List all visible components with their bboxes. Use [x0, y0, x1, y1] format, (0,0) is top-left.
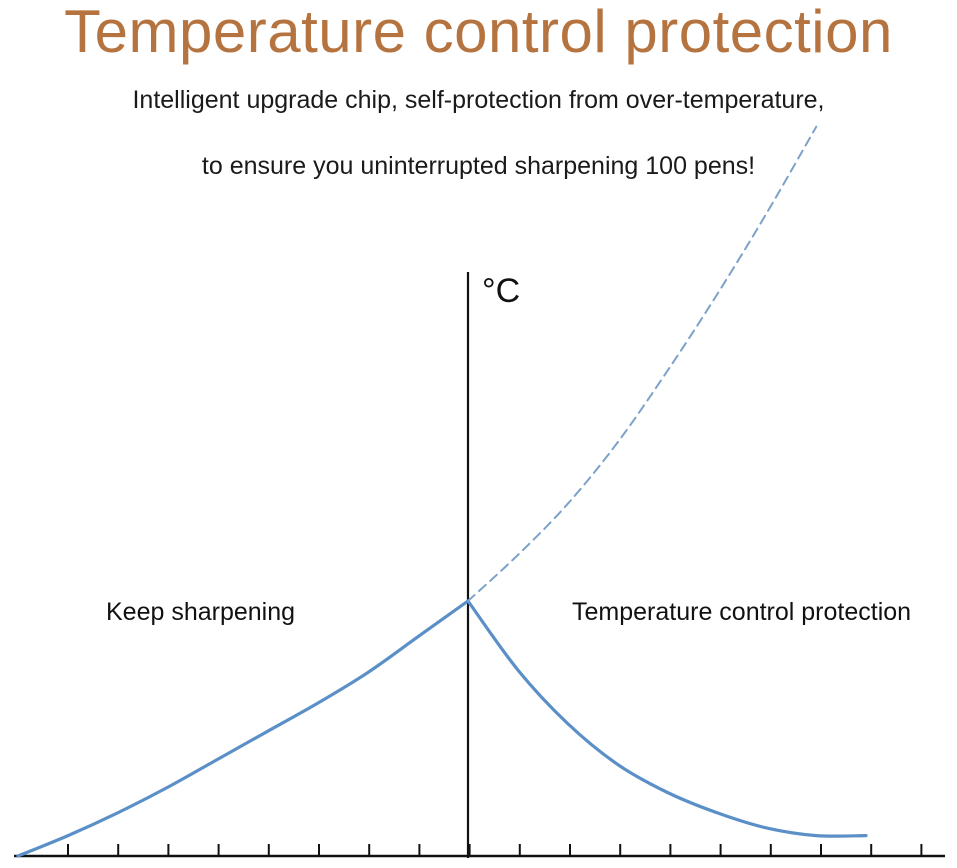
page-title: Temperature control protection [64, 0, 893, 65]
annotation-keep-sharpening: Keep sharpening [106, 598, 296, 626]
series-line-cooling [466, 599, 868, 838]
subtitle-line-2: to ensure you uninterrupted sharpening 1… [201, 152, 756, 180]
y-axis-unit-label: °C [482, 272, 521, 310]
annotation-temperature-control: Temperature control protection [572, 598, 912, 626]
chart-marks [16, 125, 868, 858]
subtitle-line-1: Intelligent upgrade chip, self-protectio… [132, 86, 825, 114]
chart-axes [14, 272, 945, 858]
series-line-heating [16, 599, 470, 858]
series-line-without-protection [467, 125, 818, 602]
